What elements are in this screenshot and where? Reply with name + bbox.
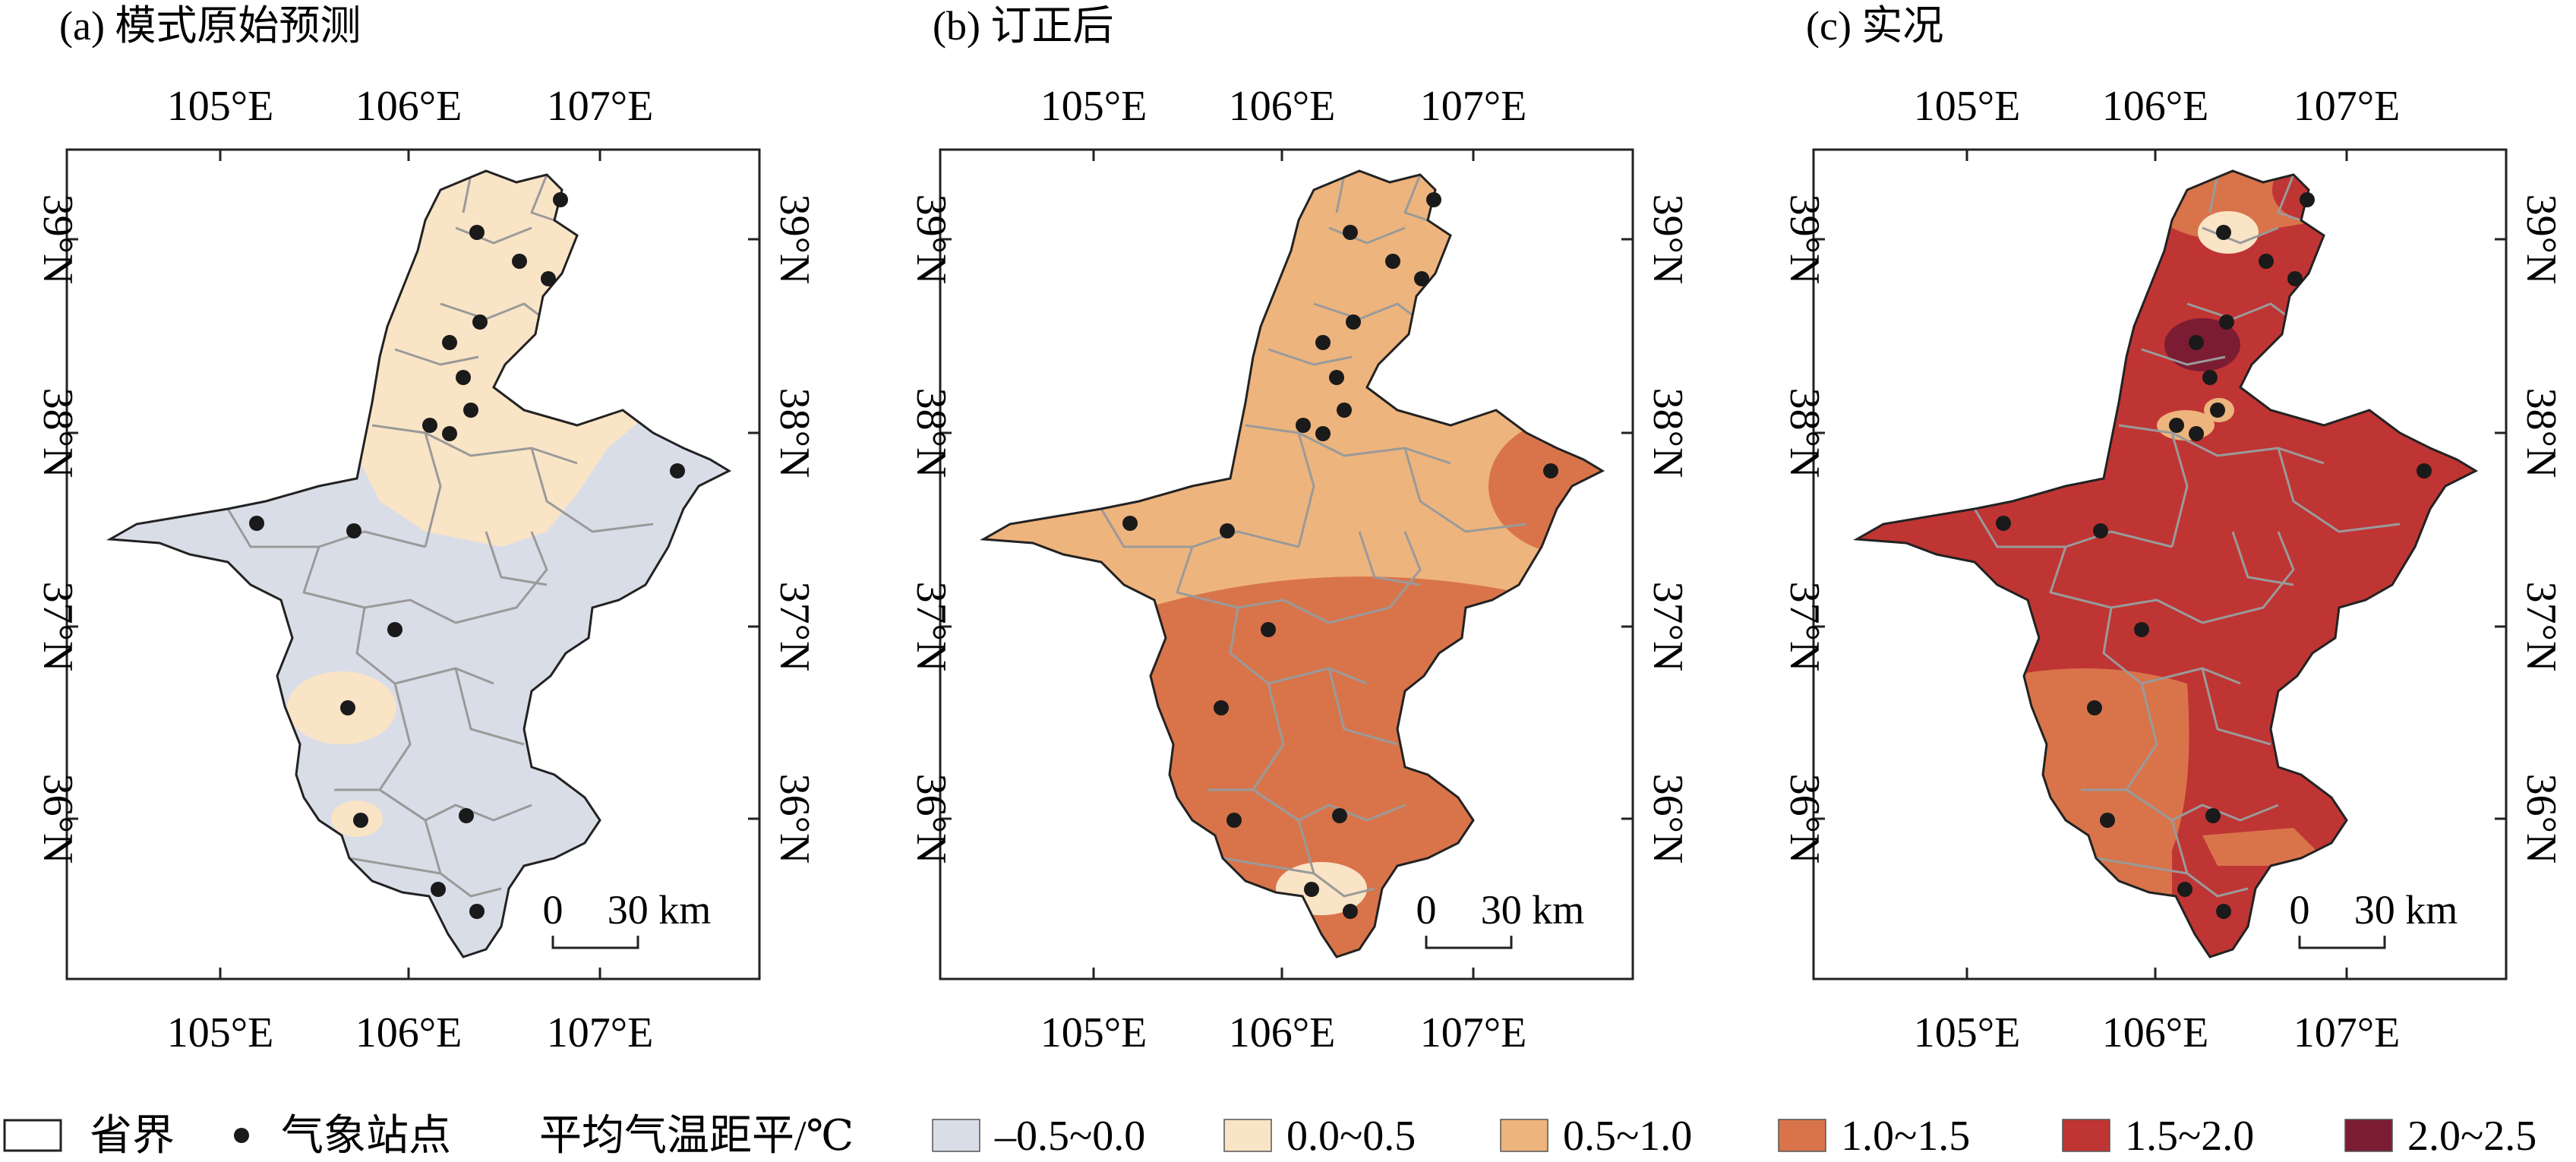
scale-dist: 30 km	[608, 887, 712, 933]
anomaly-field	[1857, 171, 2476, 957]
boundary-label: 省界	[90, 1113, 175, 1160]
scale-dist: 30 km	[2354, 887, 2458, 933]
panel-title: (c) 实况	[1806, 3, 1943, 49]
panel-axes: 105°E 105°E 106°E 106°E 107°E 107°E 39°N 39°N 38…	[1781, 83, 2565, 1056]
lat-tick-label-right: 36°N	[1644, 774, 1691, 864]
lat-tick-label-left: 39°N	[1781, 194, 1828, 285]
legend-swatch	[932, 1119, 980, 1152]
lon-tick-label-top: 106°E	[2102, 83, 2209, 130]
lon-tick-label-bottom: 105°E	[1040, 1009, 1148, 1056]
legend-bin: 0.5~1.0	[1500, 1113, 1692, 1160]
scale-bar: 0 30 km	[543, 887, 712, 949]
lat-tick-label-right: 36°N	[2518, 774, 2565, 864]
panel-c: (c) 实况	[1806, 3, 2508, 980]
lon-tick-label-top: 105°E	[1914, 83, 2021, 130]
lat-tick-label-left: 37°N	[34, 582, 81, 672]
legend-bin-label: 0.0~0.5	[1286, 1113, 1416, 1160]
lat-tick-label-left: 36°N	[908, 774, 955, 864]
legend-bin: 1.0~1.5	[1778, 1113, 1970, 1160]
lon-tick-label-bottom: 105°E	[167, 1009, 274, 1056]
legend: 省界 气象站点 平均气温距平/℃ –0.5~0.0 0.0~0.5 0.5~1.0 1…	[3, 1113, 2537, 1160]
legend-bin: 1.5~2.0	[2062, 1113, 2254, 1160]
lon-tick-label-bottom: 107°E	[547, 1009, 654, 1056]
lat-tick-label-right: 37°N	[771, 582, 818, 672]
variable-label: 平均气温距平/℃	[539, 1113, 854, 1160]
lat-tick-label-left: 39°N	[908, 194, 955, 285]
lon-tick-label-bottom: 107°E	[1420, 1009, 1527, 1056]
panel-title: (a) 模式原始预测	[59, 3, 361, 49]
legend-swatch	[2062, 1119, 2110, 1152]
anomaly-field	[983, 171, 1602, 957]
lon-tick-label-top: 106°E	[355, 83, 462, 130]
lon-tick-label-bottom: 106°E	[1229, 1009, 1336, 1056]
lat-tick-label-left: 38°N	[34, 388, 81, 478]
legend-bin: 0.0~0.5	[1223, 1113, 1416, 1160]
lon-tick-label-top: 105°E	[167, 83, 274, 130]
station-swatch	[234, 1128, 249, 1143]
legend-bin-label: 1.0~1.5	[1841, 1113, 1970, 1160]
lat-tick-label-right: 39°N	[1644, 194, 1691, 285]
legend-bin: –0.5~0.0	[932, 1113, 1145, 1160]
legend-bin-label: 1.5~2.0	[2125, 1113, 2254, 1160]
lat-tick-label-left: 37°N	[908, 582, 955, 672]
panel-axes: 105°E 105°E 106°E 106°E 107°E 107°E 39°N 39°N 38…	[908, 83, 1691, 1056]
lon-tick-label-top: 107°E	[1420, 83, 1527, 130]
lat-tick-label-right: 37°N	[1644, 582, 1691, 672]
legend-bin-label: 0.5~1.0	[1563, 1113, 1692, 1160]
legend-bin-label: 2.0~2.5	[2407, 1113, 2537, 1160]
lat-tick-label-right: 39°N	[2518, 194, 2565, 285]
legend-bin: 2.0~2.5	[2344, 1113, 2537, 1160]
lat-tick-label-left: 39°N	[34, 194, 81, 285]
lon-tick-label-top: 106°E	[1229, 83, 1336, 130]
map-frame	[65, 148, 761, 980]
lat-tick-label-left: 37°N	[1781, 582, 1828, 672]
scale-bar: 0 30 km	[1416, 887, 1585, 949]
lon-tick-label-bottom: 106°E	[2102, 1009, 2209, 1056]
lat-tick-label-right: 36°N	[771, 774, 818, 864]
legend-swatch	[1778, 1119, 1826, 1152]
lat-tick-label-right: 37°N	[2518, 582, 2565, 672]
axes-layer: 105°E 105°E 106°E 106°E 107°E 107°E 39°N 39°N 38…	[34, 83, 2565, 1056]
anomaly-field	[110, 171, 729, 957]
lat-tick-label-right: 39°N	[771, 194, 818, 285]
lat-tick-label-right: 38°N	[771, 388, 818, 478]
lat-tick-label-left: 36°N	[1781, 774, 1828, 864]
scale-zero: 0	[2290, 887, 2310, 933]
panel-b: (b) 订正后	[933, 3, 1634, 980]
scale-zero: 0	[1416, 887, 1437, 933]
boundary-swatch	[3, 1119, 62, 1152]
lon-tick-label-bottom: 107°E	[2293, 1009, 2401, 1056]
legend-swatch	[1223, 1119, 1272, 1152]
legend-bin-label: –0.5~0.0	[994, 1113, 1145, 1160]
panel-axes: 105°E 105°E 106°E 106°E 107°E 107°E 39°N 39°N 38…	[34, 83, 818, 1056]
legend-swatch	[2344, 1119, 2393, 1152]
scale-zero: 0	[543, 887, 564, 933]
lat-tick-label-left: 38°N	[908, 388, 955, 478]
station-label: 气象站点	[281, 1113, 451, 1160]
lon-tick-label-bottom: 106°E	[355, 1009, 462, 1056]
map-frame	[939, 148, 1634, 980]
lat-tick-label-right: 38°N	[1644, 388, 1691, 478]
lon-tick-label-top: 107°E	[547, 83, 654, 130]
panel-a: (a) 模式原始预测	[59, 3, 761, 980]
lon-tick-label-top: 105°E	[1040, 83, 1148, 130]
legend-bins: –0.5~0.0 0.0~0.5 0.5~1.0 1.0~1.5 1.5~2.0 2.0~…	[932, 1113, 2537, 1160]
panel-title: (b) 订正后	[933, 3, 1113, 49]
lon-tick-label-top: 107°E	[2293, 83, 2401, 130]
lat-tick-label-left: 36°N	[34, 774, 81, 864]
lat-tick-label-right: 38°N	[2518, 388, 2565, 478]
lon-tick-label-bottom: 105°E	[1914, 1009, 2021, 1056]
scale-bar: 0 30 km	[2290, 887, 2458, 949]
scale-dist: 30 km	[1481, 887, 1585, 933]
lat-tick-label-left: 38°N	[1781, 388, 1828, 478]
legend-swatch	[1500, 1119, 1548, 1152]
map-frame	[1812, 148, 2508, 980]
